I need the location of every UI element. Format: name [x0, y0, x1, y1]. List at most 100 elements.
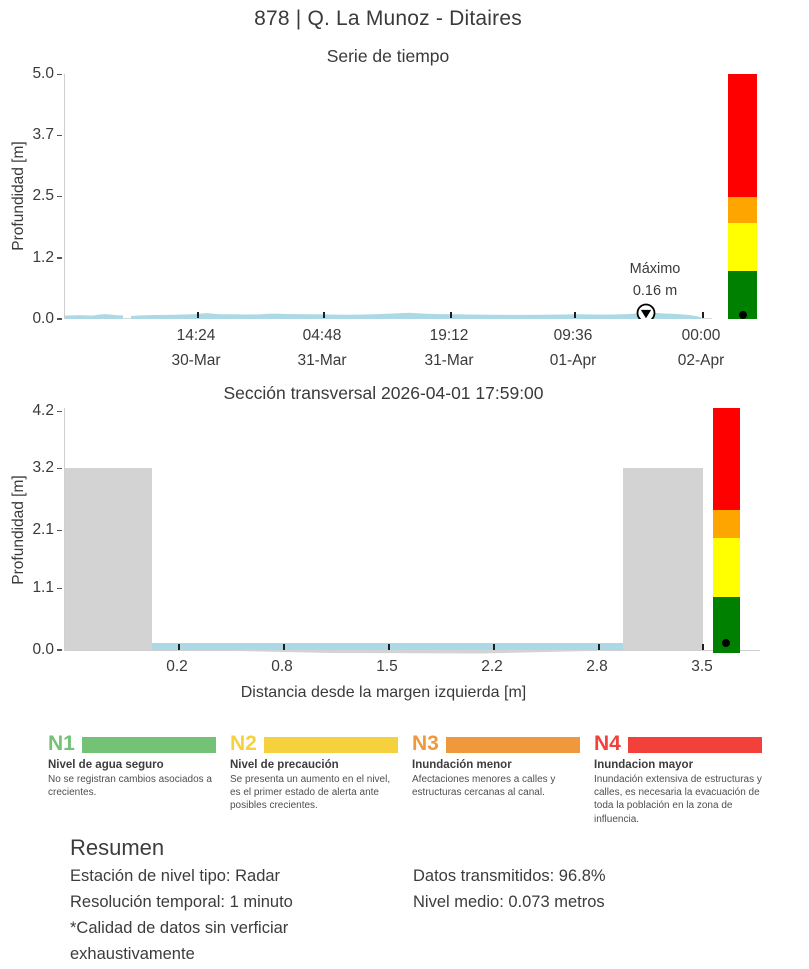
legend-item-n1: N1 Nivel de agua seguro No se registran … [48, 733, 216, 826]
summary-temporal-resolution: Resolución temporal: 1 minuto [70, 893, 293, 911]
level-n4-segment [728, 74, 757, 197]
page-title: 878 | Q. La Munoz - Ditaires [254, 7, 522, 30]
max-annotation-value: 0.16 m [632, 283, 678, 299]
cross-section-xtick: 0.2 [166, 658, 188, 675]
cross-section-xtick: 0.8 [271, 658, 293, 675]
level-n4-segment [713, 408, 740, 510]
tick-mark [450, 312, 452, 318]
cross-section-xtick: 1.5 [376, 658, 398, 675]
cross-section-title: Sección transversal 2026-04-01 17:59:00 [223, 383, 544, 403]
cross-section-xtick: 3.5 [691, 658, 713, 675]
timeseries-ytick: 1.2 [32, 249, 54, 266]
tick-mark [702, 312, 704, 318]
timeseries-ytick: 2.5 [32, 187, 54, 204]
cross-section-ytick: 3.2 [32, 459, 54, 476]
summary-data-quality-note: *Calidad de datos sin verficiar exhausti… [70, 919, 289, 963]
level-title: Nivel de precaución [230, 759, 339, 771]
summary-station-type: Estación de nivel tipo: Radar [70, 867, 281, 885]
cross-section-plot-area [64, 408, 704, 654]
tick-mark [57, 318, 62, 320]
tick-mark [598, 644, 600, 650]
level-color-bar [263, 737, 398, 753]
timeseries-plot-area [64, 74, 712, 319]
tick-mark [57, 73, 62, 75]
tick-mark [57, 587, 62, 589]
level-n2-segment [728, 223, 757, 271]
tick-mark [57, 529, 62, 531]
summary-transmitted-data: Datos transmitidos: 96.8% [413, 867, 606, 885]
timeseries-xtick-time: 04:48 [302, 327, 342, 344]
summary-right-column: Datos transmitidos: 96.8% Nivel medio: 0… [413, 863, 753, 915]
timeseries-xtick-date: 31-Mar [297, 352, 347, 369]
current-level-dot [738, 311, 747, 319]
tick-mark [574, 312, 576, 318]
alert-level-colorbar [713, 408, 740, 653]
summary-left-column: Estación de nivel tipo: Radar Resolución… [70, 863, 382, 967]
level-code: N4 [594, 732, 621, 755]
level-code: N2 [230, 732, 257, 755]
tick-mark [493, 644, 495, 650]
summary-mean-level: Nivel medio: 0.073 metros [413, 893, 605, 911]
cross-section-ytick: 2.1 [32, 521, 54, 538]
timeseries-xtick-time: 19:12 [429, 327, 469, 344]
timeseries-xtick-date: 01-Apr [549, 352, 597, 369]
cross-section-ytick: 4.2 [32, 402, 54, 419]
level-title: Inundacion mayor [594, 759, 694, 771]
tick-mark [57, 195, 62, 197]
level-color-bar [445, 737, 580, 753]
timeseries-xtick-time: 14:24 [176, 327, 216, 344]
level-description: Afectaciones menores a calles y estructu… [412, 774, 556, 799]
timeseries-title: Serie de tiempo [326, 46, 450, 66]
level-description: Inundación extensiva de estructuras y ca… [594, 774, 762, 825]
water-surface [152, 643, 623, 650]
timeseries-xtick-time: 09:36 [553, 327, 593, 344]
timeseries-xtick-date: 30-Mar [171, 352, 221, 369]
timeseries-xtick-time: 00:00 [681, 327, 721, 344]
legend-item-n2: N2 Nivel de precaución Se presenta un au… [230, 733, 398, 826]
max-annotation-label: Máximo [629, 261, 681, 277]
cross-section-xtick: 2.8 [586, 658, 608, 675]
level-n3-segment [713, 510, 740, 538]
summary-heading: Resumen [70, 835, 165, 860]
max-level-marker-icon [636, 303, 656, 319]
tick-mark [323, 312, 325, 318]
legend-item-n4: N4 Inundacion mayor Inundación extensiva… [594, 733, 762, 826]
timeseries-ytick: 5.0 [32, 65, 54, 82]
level-code: N3 [412, 732, 439, 755]
tick-mark [702, 644, 704, 650]
tick-mark [283, 644, 285, 650]
tick-mark [57, 467, 62, 469]
tick-mark [57, 649, 62, 651]
level-n3-segment [728, 197, 757, 223]
level-n2-segment [713, 538, 740, 597]
tick-mark [178, 644, 180, 650]
cross-section-x-axis-label: Distancia desde la margen izquierda [m] [240, 684, 527, 701]
water-level-series [65, 303, 701, 319]
current-level-dot [722, 639, 730, 647]
level-color-bar [81, 737, 216, 753]
level-code: N1 [48, 732, 75, 755]
tick-mark [388, 644, 390, 650]
tick-mark [57, 134, 62, 136]
left-bank [65, 468, 152, 650]
level-description: Se presenta un aumento en el nivel, es e… [230, 774, 391, 812]
level-title: Nivel de agua seguro [48, 759, 164, 771]
timeseries-ytick: 0.0 [32, 310, 54, 327]
tick-mark [57, 410, 62, 412]
alert-level-colorbar [728, 74, 757, 319]
legend-item-n3: N3 Inundación menor Afectaciones menores… [412, 733, 580, 826]
cross-section-xtick: 2.2 [481, 658, 503, 675]
cross-section-ytick: 0.0 [32, 641, 54, 658]
right-bank [623, 468, 703, 650]
timeseries-xtick-date: 31-Mar [424, 352, 474, 369]
cross-section-ytick: 1.1 [32, 579, 54, 596]
level-title: Inundación menor [412, 759, 512, 771]
timeseries-xtick-date: 02-Apr [677, 352, 725, 369]
tick-mark [57, 257, 62, 259]
alert-levels-legend: N1 Nivel de agua seguro No se registran … [48, 733, 764, 826]
timeseries-ytick: 3.7 [32, 126, 54, 143]
level-color-bar [627, 737, 762, 753]
tick-mark [197, 312, 199, 318]
level-description: No se registran cambios asociados a crec… [48, 774, 212, 799]
